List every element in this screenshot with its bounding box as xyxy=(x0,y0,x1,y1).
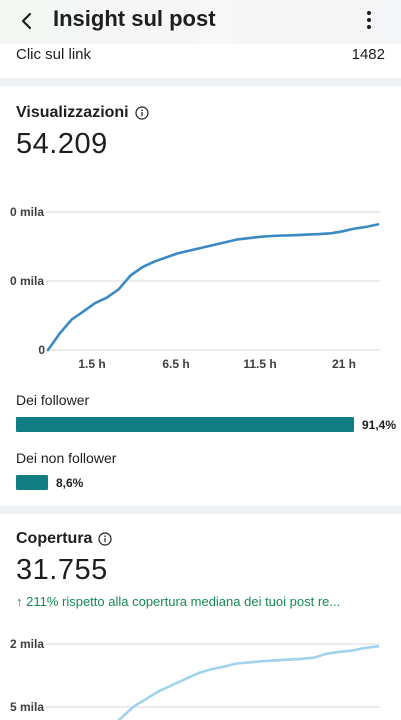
x-tick-label: 21 h xyxy=(332,357,356,371)
x-tick-label: 6.5 h xyxy=(162,357,189,371)
reach-series-line xyxy=(117,645,380,720)
reach-chart: 2 mila 5 mila xyxy=(10,637,380,720)
followers-bar xyxy=(16,417,354,432)
chevron-left-icon xyxy=(21,12,32,30)
link-clicks-label: Clic sul link xyxy=(16,46,92,63)
nonfollowers-bar xyxy=(16,475,48,490)
vertical-dots-icon xyxy=(367,11,371,15)
views-series-line xyxy=(46,223,380,352)
nonfollowers-label: Dei non follower xyxy=(16,450,117,466)
reach-delta: ↑ 211% rispetto alla copertura mediana d… xyxy=(16,594,341,609)
nonfollowers-pct: 8,6% xyxy=(56,476,84,490)
views-total: 54.209 xyxy=(16,128,108,160)
reach-title: Copertura xyxy=(16,530,113,548)
y-tick-label: 0 mila xyxy=(10,274,44,288)
x-tick-label: 1.5 h xyxy=(78,357,105,371)
back-button[interactable] xyxy=(14,8,40,34)
more-options-button[interactable] xyxy=(357,8,381,32)
link-clicks-value: 1482 xyxy=(351,46,385,63)
views-card: Visualizzazioni 54.209 0 mila 0 mila 0 1.5 … xyxy=(0,86,401,506)
y-tick-label: 5 mila xyxy=(10,700,44,714)
views-chart: 0 mila 0 mila 0 1.5 h 6.5 h 11.5 h 21 h xyxy=(10,205,380,371)
info-icon[interactable] xyxy=(135,106,149,120)
reach-card: Copertura 31.755 ↑ 211% rispetto alla co… xyxy=(0,514,401,720)
views-title-text: Visualizzazioni xyxy=(16,104,129,121)
y-tick-label: 0 mila xyxy=(10,205,44,219)
link-clicks-row: Clic sul link 1482 xyxy=(0,44,401,78)
followers-pct: 91,4% xyxy=(362,418,397,432)
top-bar: Insight sul post xyxy=(0,0,401,44)
y-tick-label: 0 xyxy=(38,343,45,357)
views-title: Visualizzazioni xyxy=(16,104,149,122)
page-title: Insight sul post xyxy=(53,6,216,31)
x-tick-label: 11.5 h xyxy=(243,357,276,371)
y-tick-label: 2 mila xyxy=(10,637,44,651)
followers-label: Dei follower xyxy=(16,392,90,408)
reach-title-text: Copertura xyxy=(16,530,93,547)
reach-total: 31.755 xyxy=(16,554,108,586)
info-icon[interactable] xyxy=(98,532,113,546)
